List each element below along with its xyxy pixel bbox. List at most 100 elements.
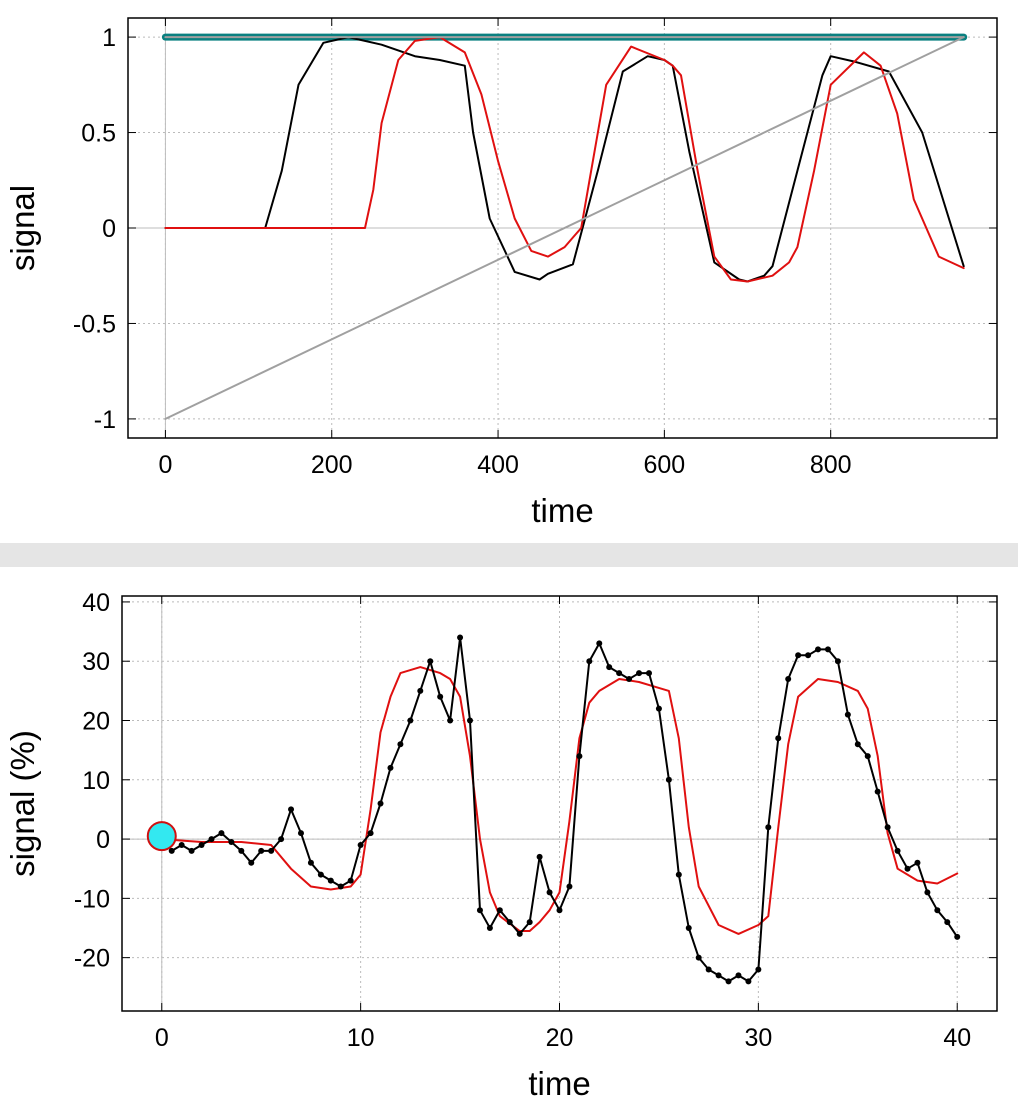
- x-axis-title: time: [531, 492, 593, 529]
- data-point: [894, 847, 901, 854]
- y-axis-title: signal: [4, 185, 41, 271]
- data-point: [924, 889, 931, 896]
- data-point: [228, 839, 235, 846]
- x-tick-label: 10: [347, 1024, 375, 1052]
- data-point: [327, 877, 334, 884]
- data-point: [954, 933, 961, 940]
- data-point: [546, 889, 553, 896]
- series-line-0: [160, 666, 959, 935]
- data-point: [844, 711, 851, 718]
- data-point: [815, 646, 822, 653]
- data-point: [715, 972, 722, 979]
- data-point: [675, 871, 682, 878]
- data-point: [874, 788, 881, 795]
- data-point: [198, 842, 205, 848]
- x-tick-label: 20: [546, 1024, 574, 1052]
- data-point: [297, 830, 304, 837]
- data-point: [208, 836, 215, 843]
- data-point: [755, 966, 762, 973]
- data-point: [685, 925, 692, 931]
- plot-frame: [121, 595, 998, 1012]
- data-point: [864, 753, 871, 760]
- data-point: [576, 753, 583, 760]
- data-point: [447, 717, 454, 724]
- series-line-1: [160, 636, 959, 983]
- data-point: [854, 741, 861, 748]
- data-point: [616, 670, 623, 677]
- bottom-chart: 0 10 20 30 40 -20 -10 0 10 20 30 40 time signal (%): [4, 589, 998, 1102]
- series-line-1: [164, 36, 965, 283]
- data-point: [387, 764, 394, 771]
- data-point: [884, 824, 891, 831]
- y-tick-label: 0: [102, 215, 116, 243]
- data-point: [765, 824, 772, 831]
- y-tick-label: -0.5: [73, 310, 116, 338]
- y-tick-label: -10: [74, 885, 110, 913]
- data-point: [506, 919, 513, 926]
- data-point: [536, 853, 543, 860]
- data-point: [258, 847, 265, 854]
- y-tick-label: 20: [82, 708, 110, 736]
- data-point: [278, 836, 285, 843]
- data-point: [417, 687, 424, 694]
- data-point: [606, 664, 613, 671]
- data-point: [695, 954, 702, 961]
- y-tick-label: 10: [82, 767, 110, 795]
- data-point: [834, 658, 841, 665]
- data-point: [317, 871, 324, 878]
- data-point: [795, 652, 802, 659]
- data-point: [914, 859, 921, 866]
- x-tick-label: 30: [744, 1024, 772, 1052]
- data-point: [307, 859, 314, 866]
- data-point: [337, 883, 344, 890]
- data-point: [665, 776, 672, 783]
- top-chart: 0 200 400 600 800 -1 -0.5 0 0.5 1 time signal: [4, 17, 998, 529]
- data-point: [944, 919, 951, 926]
- data-point: [238, 847, 245, 854]
- data-point: [596, 640, 603, 647]
- x-tick-label: 200: [311, 451, 353, 479]
- y-tick-label: 30: [82, 648, 110, 676]
- data-point: [268, 847, 275, 854]
- data-point: [566, 883, 573, 890]
- x-tick-label: 0: [158, 451, 172, 479]
- data-point: [655, 705, 662, 712]
- data-point: [178, 842, 185, 848]
- x-tick-label: 400: [477, 451, 519, 479]
- data-point: [377, 800, 384, 807]
- data-point: [467, 717, 474, 724]
- data-point: [705, 966, 712, 973]
- data-point: [904, 865, 911, 872]
- data-point: [248, 859, 255, 866]
- data-point: [556, 907, 563, 914]
- data-point: [735, 972, 742, 979]
- data-point: [357, 842, 364, 848]
- data-point: [785, 676, 792, 682]
- data-point: [526, 919, 533, 926]
- data-point: [476, 907, 483, 914]
- x-tick-label: 40: [943, 1024, 971, 1052]
- start-marker: [146, 821, 177, 852]
- data-point: [626, 676, 633, 682]
- data-point: [457, 634, 464, 641]
- data-point: [188, 847, 195, 854]
- data-point: [636, 670, 643, 677]
- data-point: [427, 658, 434, 665]
- data-point: [586, 658, 593, 665]
- data-point: [486, 925, 493, 931]
- x-axis-title: time: [528, 1065, 590, 1102]
- panel-separator: [0, 543, 1018, 567]
- data-point: [725, 978, 732, 985]
- data-point: [745, 978, 752, 985]
- data-point: [516, 930, 523, 937]
- data-point: [437, 693, 444, 700]
- data-point: [934, 907, 941, 914]
- data-point: [168, 847, 175, 854]
- data-point: [645, 670, 652, 677]
- x-tick-label: 0: [155, 1024, 169, 1052]
- data-point: [288, 806, 295, 813]
- x-tick-label: 600: [644, 451, 686, 479]
- data-point: [218, 830, 225, 837]
- y-tick-label: 0: [96, 826, 110, 854]
